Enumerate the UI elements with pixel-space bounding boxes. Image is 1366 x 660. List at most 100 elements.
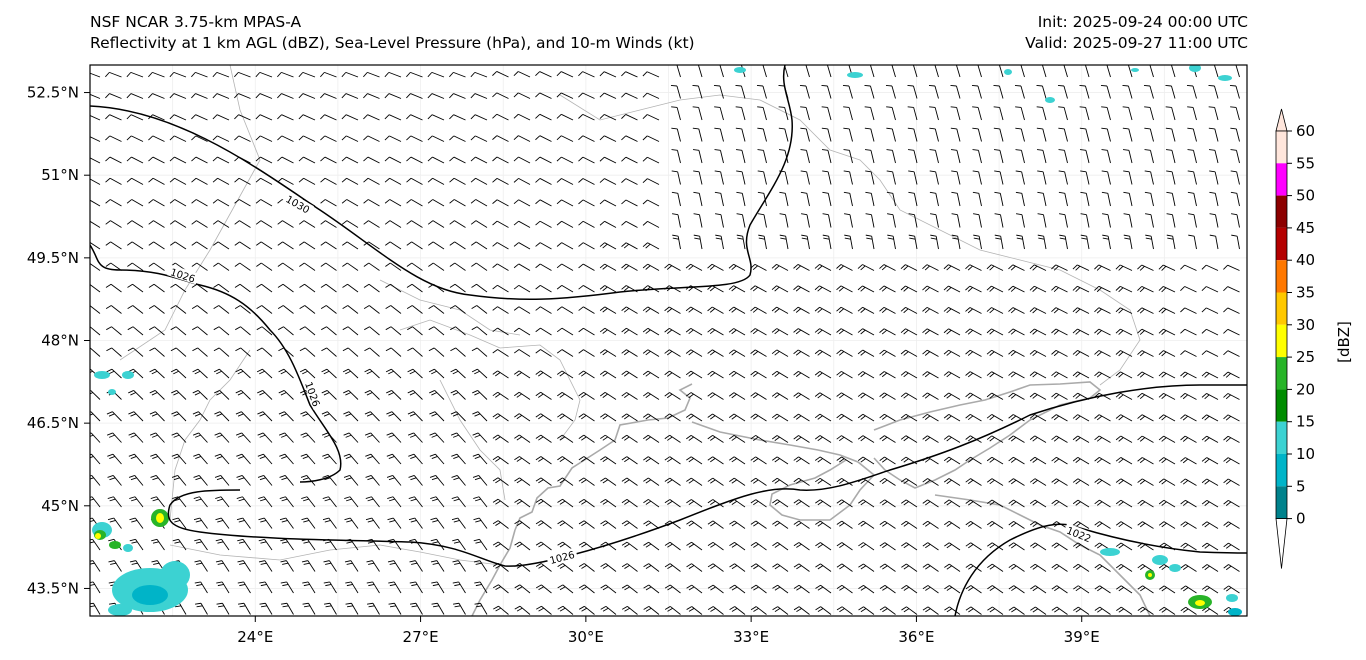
wind-barb [822,170,832,185]
wind-barb [257,475,273,486]
wind-barb [1094,264,1111,271]
colorbar-tick-label: 5 [1296,477,1306,495]
wind-barb [600,520,617,529]
wind-barb [535,563,552,572]
wind-barb [642,71,660,78]
wind-barb [1058,149,1068,164]
wind-barb [278,432,294,443]
wind-barb [106,368,122,379]
wind-barb [757,149,767,164]
wind-barb [1137,457,1154,465]
wind-barb [800,149,810,164]
wind-barb [1137,521,1154,529]
wind-barb [707,328,724,336]
wind-barb [815,563,832,572]
wind-barb [1008,307,1025,314]
wind-barb [1201,435,1219,443]
wind-barb [1116,606,1133,615]
wind-barb [800,127,810,142]
border-line [169,349,251,521]
wind-barb [449,114,466,121]
wind-barb [1166,170,1176,185]
wind-barb [1073,585,1090,594]
wind-barb [535,434,552,443]
wind-barb [1008,585,1025,594]
wind-barb [908,213,918,228]
wind-barb [728,435,746,443]
wind-barb [965,371,982,379]
wind-barb [409,560,423,572]
wind-barb [258,496,273,508]
wind-barb [255,71,273,78]
wind-barb [756,85,767,99]
wind-barb [471,305,488,314]
wind-barb [972,149,982,164]
wind-barb [772,520,789,529]
wind-barb [793,477,810,486]
wind-barb [1115,392,1133,400]
wind-barb [169,156,187,164]
wind-barb [642,114,660,121]
wind-barb [815,584,832,594]
wind-barb [213,347,230,357]
wind-barb [363,114,380,121]
wind-barb [965,264,982,271]
echo-cell [132,585,168,605]
wind-barb [951,170,961,185]
wind-barb [857,456,875,465]
wind-barb [973,234,982,250]
wind-barb [341,93,359,99]
wind-barb [342,262,359,271]
wind-barb [1115,307,1133,314]
wind-barb [621,456,638,465]
wind-barb [599,392,617,400]
wind-barb [279,453,294,465]
wind-barb [836,542,853,551]
lon-tick-label: 30°E [568,628,604,646]
wind-barb [452,602,466,615]
wind-barb [449,220,466,228]
wind-barbs [90,65,1240,615]
wind-barb [492,156,509,164]
wind-barb [1158,350,1176,357]
isobar-1026-south [167,384,1247,567]
wind-barb [858,584,875,594]
wind-barb [169,114,187,121]
wind-barb [600,498,617,508]
wind-barb [771,263,789,271]
wind-barb [1029,264,1047,271]
wind-barb [385,326,402,336]
wind-barb [771,328,789,336]
wind-barb [1201,521,1219,529]
wind-barb [1029,456,1047,465]
wind-barb [1102,234,1111,250]
wind-barb [170,241,187,250]
wind-barb [886,127,896,142]
colorbar-bin [1276,454,1287,487]
wind-barb [514,434,531,443]
wind-barb [556,199,574,207]
wind-barb [427,220,445,228]
wind-barb [1036,85,1047,99]
wind-barb [750,370,767,379]
wind-barb [578,92,595,99]
wind-barb [406,199,423,207]
wind-barb [793,264,810,271]
wind-barb [778,106,789,121]
time-block: Init: 2025-09-24 00:00 UTC Valid: 2025-0… [1025,12,1248,54]
wind-barb [1137,371,1154,379]
wind-barb [1201,585,1219,594]
wind-barb [686,434,703,443]
wind-barb [213,241,230,250]
wind-barb [1159,585,1176,594]
wind-barb [772,563,789,572]
echo-cell [95,533,101,539]
wind-barb [363,93,380,99]
wind-barb [169,93,187,99]
wind-barb [793,392,810,400]
wind-barb [148,262,165,271]
wind-barb [449,262,466,271]
wind-barb [800,170,810,185]
wind-barb [736,191,746,207]
wind-barb [236,517,251,529]
